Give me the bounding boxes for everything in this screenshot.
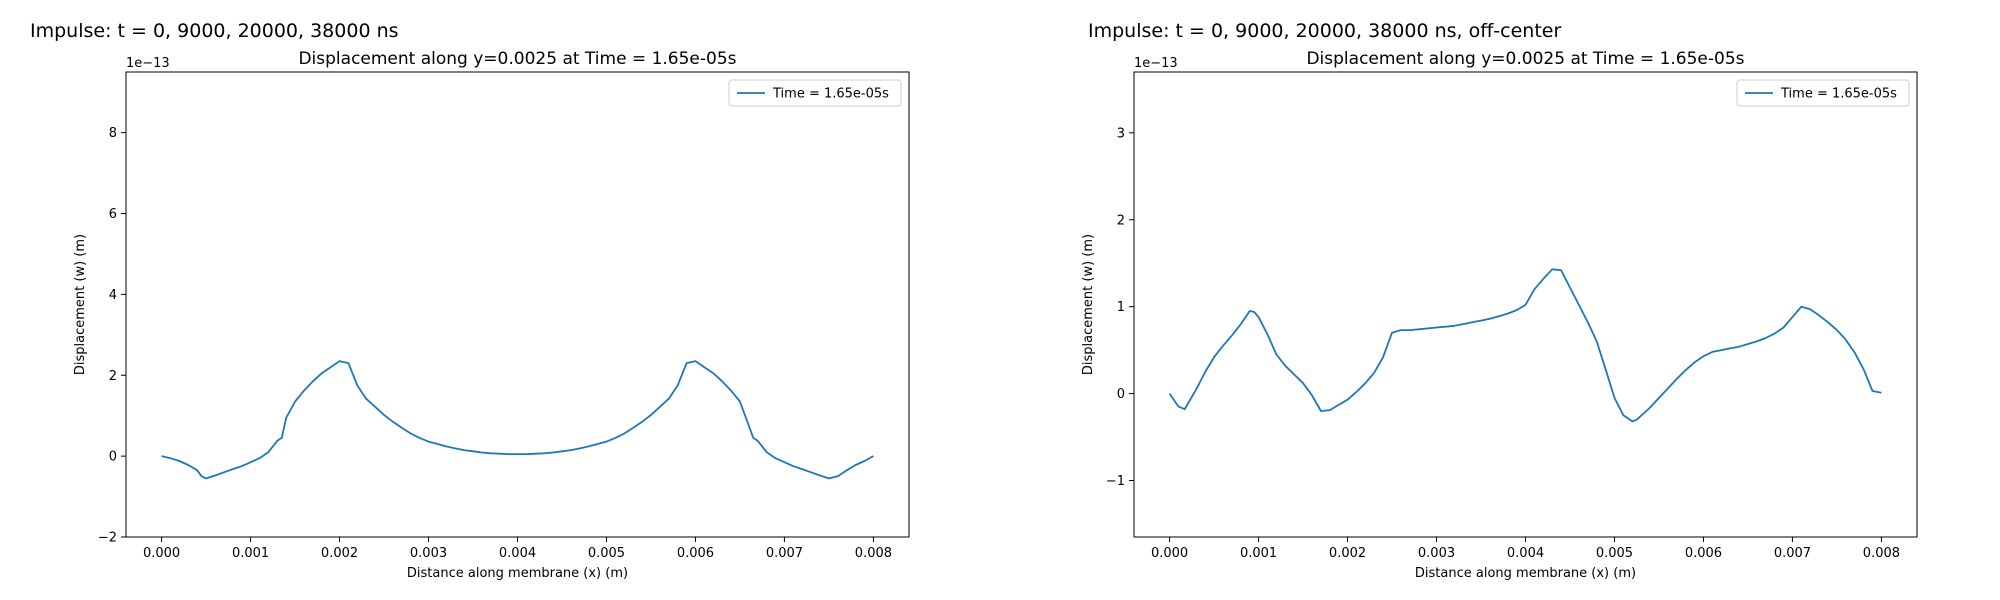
right-series-line — [1168, 268, 1882, 423]
left-x-tick-label: 0.005 — [588, 546, 625, 561]
left-y-tick-label: −2 — [98, 531, 117, 546]
right-y-tick-label: 2 — [1117, 213, 1125, 228]
right-x-axis-label: Distance along membrane (x) (m) — [1415, 566, 1636, 581]
right-legend-label: Time = 1.65e-05s — [1780, 87, 1897, 102]
right-x-tick-label: 0.006 — [1685, 546, 1722, 561]
right-x-tick-label: 0.001 — [1240, 546, 1277, 561]
right-chart-title: Displacement along y=0.0025 at Time = 1.… — [1306, 49, 1744, 69]
left-x-tick-label: 0.001 — [232, 546, 269, 561]
left-y-tick-label: 8 — [109, 126, 117, 141]
left-y-tick-label: 6 — [109, 207, 117, 222]
left-x-axis-label: Distance along membrane (x) (m) — [407, 566, 628, 581]
left-y-tick-label: 2 — [109, 369, 117, 384]
left-y-tick-label: 0 — [109, 450, 117, 465]
figure-heading-right: Impulse: t = 0, 9000, 20000, 38000 ns, o… — [1088, 20, 1562, 42]
right-legend-box — [1736, 79, 1910, 107]
right-x-tick-label: 0.004 — [1507, 546, 1544, 561]
left-plot-frame — [125, 71, 910, 538]
right-x-tick-label: 0.008 — [1863, 546, 1900, 561]
right-x-tick-label: 0.007 — [1774, 546, 1811, 561]
figure-heading-left: Impulse: t = 0, 9000, 20000, 38000 ns — [30, 20, 399, 42]
left-x-tick-label: 0.002 — [321, 546, 358, 561]
right-y-tick-label: −1 — [1106, 474, 1125, 489]
left-series-line — [161, 360, 874, 480]
left-x-tick-label: 0.008 — [855, 546, 892, 561]
left-x-tick-label: 0.007 — [766, 546, 803, 561]
left-legend-box — [728, 79, 902, 107]
right-y-tick-label: 0 — [1117, 387, 1125, 402]
left-y-tick-label: 4 — [109, 288, 117, 303]
right-y-offset-label: 1e−13 — [1134, 56, 1178, 71]
right-y-tick-label: 1 — [1117, 300, 1125, 315]
left-legend-label: Time = 1.65e-05s — [772, 87, 889, 102]
left-y-axis-label: Displacement (w) (m) — [73, 234, 88, 375]
right-y-axis-label: Displacement (w) (m) — [1081, 234, 1096, 375]
left-x-tick-label: 0.003 — [410, 546, 447, 561]
left-y-offset-label: 1e−13 — [126, 56, 170, 71]
right-y-tick-label: 3 — [1117, 126, 1125, 141]
right-x-tick-label: 0.005 — [1596, 546, 1633, 561]
left-x-tick-label: 0.004 — [499, 546, 536, 561]
left-chart-title: Displacement along y=0.0025 at Time = 1.… — [298, 49, 736, 69]
right-x-tick-label: 0.002 — [1329, 546, 1366, 561]
left-x-tick-label: 0.006 — [677, 546, 714, 561]
right-x-tick-label: 0.003 — [1418, 546, 1455, 561]
left-x-tick-label: 0.000 — [143, 546, 180, 561]
right-x-tick-label: 0.000 — [1151, 546, 1188, 561]
